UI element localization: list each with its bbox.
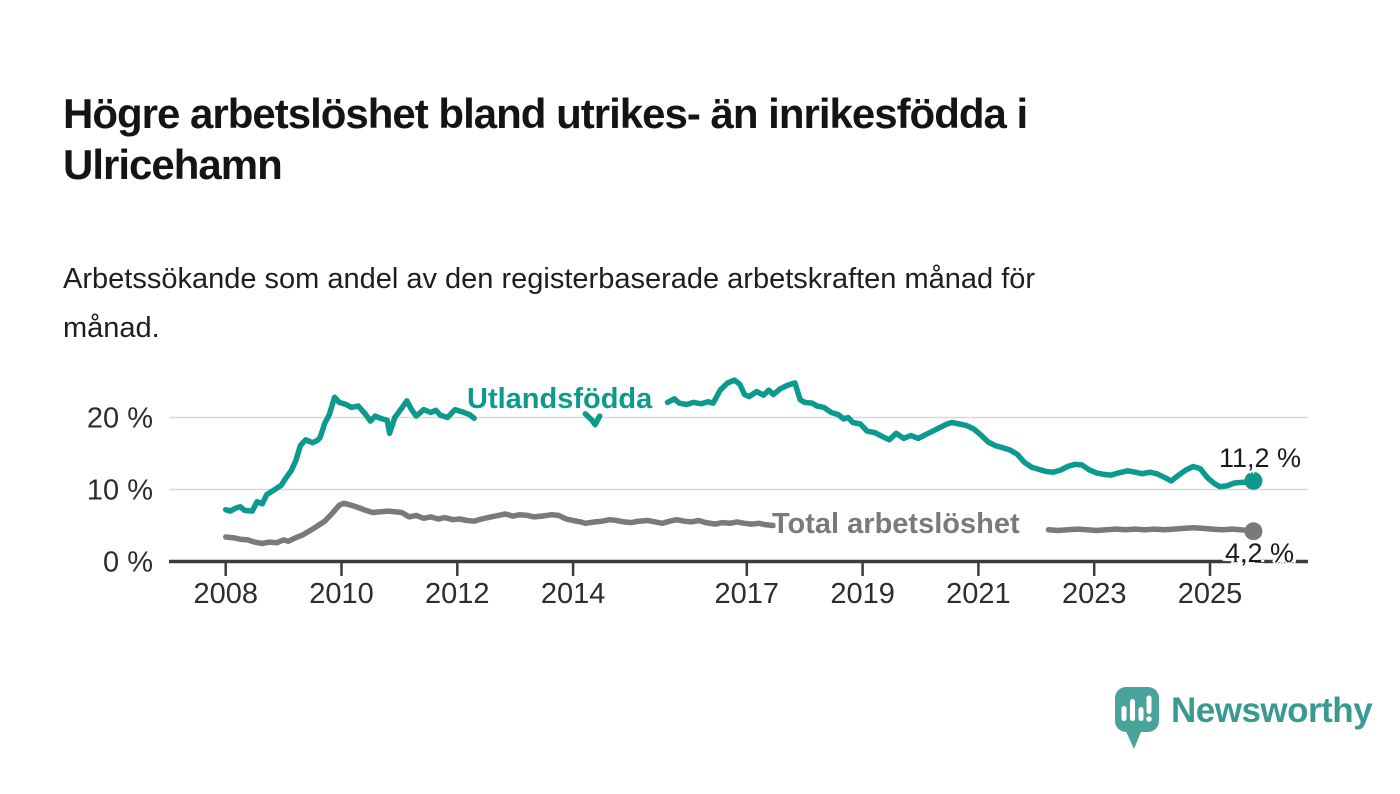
x-tick-label-2010: 2010 bbox=[309, 578, 374, 610]
chart-title: Högre arbetslöshet bland utrikes- än inr… bbox=[63, 88, 1323, 190]
series-label-total-arbetsloshet: Total arbetslöshet bbox=[772, 508, 1020, 540]
chart-subtitle-line2: månad. bbox=[63, 312, 160, 344]
x-tick-label-2017: 2017 bbox=[715, 578, 780, 610]
chart-subtitle-line1: Arbetssökande som andel av den registerb… bbox=[63, 263, 1036, 295]
chart-title-line2: Ulricehamn bbox=[63, 141, 283, 189]
series-end-dot-utlandsf-dda bbox=[1244, 471, 1263, 490]
x-tick-label-2008: 2008 bbox=[193, 578, 258, 610]
y-tick-label-20: 20 % bbox=[87, 403, 153, 435]
series-line-utlandsf-dda-seg1 bbox=[582, 411, 603, 428]
x-tick-label-2014: 2014 bbox=[541, 578, 606, 610]
newsworthy-logo-icon bbox=[1115, 687, 1159, 749]
series-line-utlandsf-dda-seg2 bbox=[664, 377, 1257, 490]
end-value-label-total: 4,2 % bbox=[1225, 538, 1295, 568]
x-tick-label-2012: 2012 bbox=[425, 578, 490, 610]
y-tick-label-10: 10 % bbox=[87, 475, 153, 507]
y-tick-label-0: 0 % bbox=[103, 547, 153, 579]
series-line-total-arbetsl-shet-seg0 bbox=[222, 500, 777, 547]
chart-title-line1: Högre arbetslöshet bland utrikes- än inr… bbox=[63, 90, 1028, 138]
series-line-utlandsf-dda-seg0 bbox=[222, 394, 477, 514]
chart-subtitle: Arbetssökande som andel av den registerb… bbox=[63, 255, 1323, 353]
series-label-utlandsfodda: Utlandsfödda bbox=[467, 383, 653, 415]
newsworthy-wordmark: Newsworthy bbox=[1171, 691, 1373, 730]
x-tick-label-2025: 2025 bbox=[1178, 578, 1243, 610]
x-tick-label-2023: 2023 bbox=[1062, 578, 1127, 610]
x-tick-label-2021: 2021 bbox=[946, 578, 1011, 610]
series-end-dot-total-arbetsl-shet bbox=[1244, 522, 1263, 541]
x-tick-label-2019: 2019 bbox=[830, 578, 895, 610]
end-value-label-utlandsfodda: 11,2 % bbox=[1219, 443, 1302, 473]
series-line-total-arbetsl-shet-seg1 bbox=[1045, 524, 1257, 535]
